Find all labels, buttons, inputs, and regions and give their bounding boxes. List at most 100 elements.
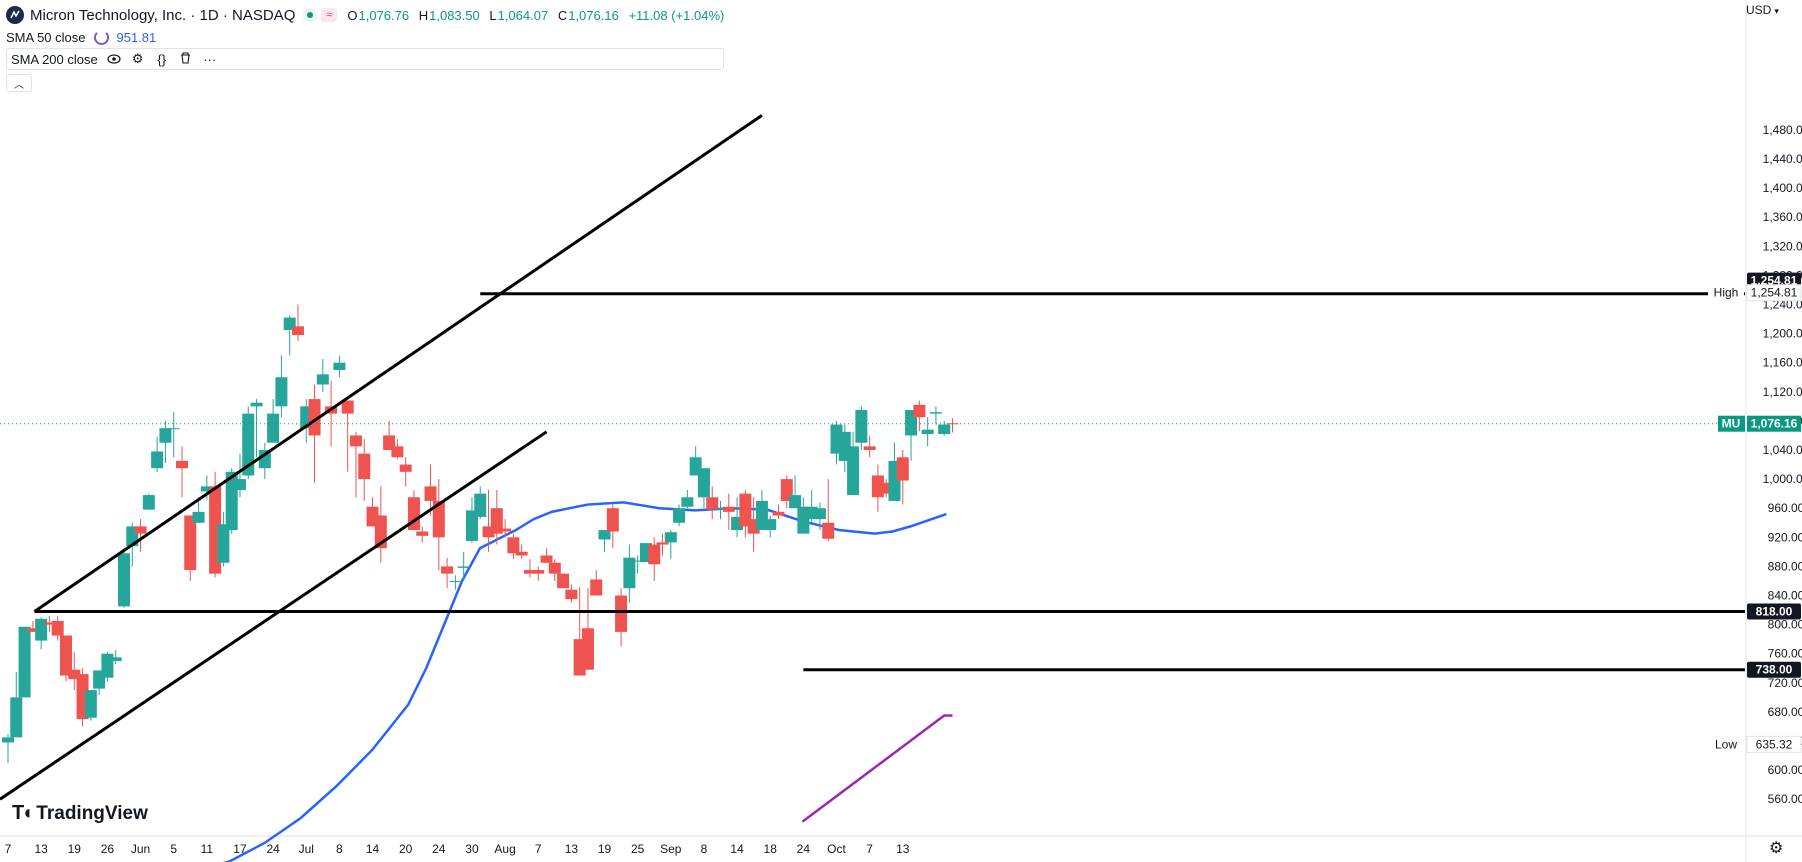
candle-body[interactable] xyxy=(739,493,752,527)
eye-icon[interactable] xyxy=(106,52,122,67)
candle-body[interactable] xyxy=(68,669,81,680)
candle-body[interactable] xyxy=(308,399,321,436)
candle-body[interactable] xyxy=(523,570,536,574)
candle-body[interactable] xyxy=(490,508,503,534)
candle-body[interactable] xyxy=(59,635,72,676)
candle-body[interactable] xyxy=(863,446,876,450)
candle-body[interactable] xyxy=(43,622,56,625)
candle-body[interactable] xyxy=(117,553,130,607)
candle-body[interactable] xyxy=(855,409,868,443)
more-icon[interactable]: ··· xyxy=(203,51,217,67)
candle-body[interactable] xyxy=(813,508,826,520)
candle-body[interactable] xyxy=(432,500,445,538)
candle-body[interactable] xyxy=(258,450,271,469)
candle-body[interactable] xyxy=(291,326,304,336)
candle-body[interactable] xyxy=(697,468,710,498)
candle-body[interactable] xyxy=(789,495,802,509)
candle-body[interactable] xyxy=(565,589,578,600)
candle-body[interactable] xyxy=(557,573,570,589)
candle-body[interactable] xyxy=(441,566,454,574)
sma200-label[interactable]: SMA 200 close xyxy=(11,51,98,67)
candle-body[interactable] xyxy=(10,697,23,738)
candle-body[interactable] xyxy=(275,377,288,407)
candle-body[interactable] xyxy=(200,486,213,492)
candle-body[interactable] xyxy=(2,737,14,743)
candle-body[interactable] xyxy=(159,428,172,443)
currency-selector[interactable]: USD xyxy=(1746,3,1779,17)
candle-body[interactable] xyxy=(18,626,31,698)
candle-body[interactable] xyxy=(499,528,512,532)
candle-body[interactable] xyxy=(623,557,636,589)
tradingview-logo[interactable]: T◖ TradingView xyxy=(12,802,148,825)
candle-body[interactable] xyxy=(590,579,603,596)
candle-body[interactable] xyxy=(772,511,785,516)
candle-body[interactable] xyxy=(581,628,594,670)
candle-body[interactable] xyxy=(938,424,951,434)
channel-lower-line[interactable] xyxy=(0,430,548,801)
gear-icon[interactable]: ⚙ xyxy=(131,51,144,66)
candle-body[interactable] xyxy=(664,532,677,543)
candle-body[interactable] xyxy=(764,519,777,531)
candle-body[interactable] xyxy=(134,526,147,534)
candle-body[interactable] xyxy=(35,618,48,641)
candle-body[interactable] xyxy=(341,400,354,414)
candle-body[interactable] xyxy=(424,486,437,501)
candle-body[interactable] xyxy=(482,526,495,538)
candle-body[interactable] xyxy=(233,479,246,491)
candle-body[interactable] xyxy=(391,446,404,458)
candle-body[interactable] xyxy=(349,435,362,447)
candle-body[interactable] xyxy=(242,413,255,476)
candle-body[interactable] xyxy=(457,566,470,568)
candle-body[interactable] xyxy=(267,413,280,443)
candle-body[interactable] xyxy=(333,362,346,370)
trash-icon[interactable] xyxy=(178,51,194,67)
candle-body[interactable] xyxy=(648,544,661,565)
candle-body[interactable] xyxy=(921,429,934,434)
candle-body[interactable] xyxy=(606,508,619,532)
candle-body[interactable] xyxy=(101,653,114,678)
collapse-legend-button[interactable]: ︿ xyxy=(6,74,32,92)
candle-body[interactable] xyxy=(474,493,487,517)
candle-body[interactable] xyxy=(399,464,412,472)
indicator-sma200[interactable]: SMA 200 close ⚙ {} ··· xyxy=(6,48,725,70)
candle-body[interactable] xyxy=(673,508,686,523)
time-axis[interactable] xyxy=(0,836,1802,862)
candle-body[interactable] xyxy=(913,404,926,418)
candle-body[interactable] xyxy=(880,482,893,494)
candle-body[interactable] xyxy=(192,511,205,523)
candle-body[interactable] xyxy=(26,628,39,632)
candle-body[interactable] xyxy=(250,402,263,407)
market-open-icon[interactable] xyxy=(303,8,318,22)
candle-body[interactable] xyxy=(465,510,478,541)
candle-body[interactable] xyxy=(598,530,611,540)
candle-body[interactable] xyxy=(656,542,669,545)
candle-body[interactable] xyxy=(358,453,371,480)
candle-body[interactable] xyxy=(142,495,155,510)
candle-body[interactable] xyxy=(631,560,644,562)
candle-body[interactable] xyxy=(706,497,719,510)
candle-body[interactable] xyxy=(548,562,561,574)
candle-body[interactable] xyxy=(722,506,735,512)
candle-body[interactable] xyxy=(167,428,180,430)
candle-body[interactable] xyxy=(714,508,727,510)
candle-body[interactable] xyxy=(175,460,188,469)
symbol-title[interactable]: Micron Technology, Inc. · 1D · NASDAQ xyxy=(30,6,296,24)
candle-body[interactable] xyxy=(316,374,329,385)
candle-body[interactable] xyxy=(51,620,64,636)
wave-icon[interactable]: ≈ xyxy=(321,8,338,22)
candle-body[interactable] xyxy=(184,515,197,571)
channel-upper-line[interactable] xyxy=(33,114,763,613)
candle-body[interactable] xyxy=(929,412,942,414)
candle-body[interactable] xyxy=(416,531,429,536)
candle-body[interactable] xyxy=(615,595,628,632)
candle-body[interactable] xyxy=(217,524,230,563)
candle-body[interactable] xyxy=(507,537,520,554)
candle-body[interactable] xyxy=(84,690,97,718)
candle-body[interactable] xyxy=(532,570,545,574)
candle-body[interactable] xyxy=(847,446,860,496)
settings-icon[interactable]: ⚙ xyxy=(1769,840,1784,857)
candle-body[interactable] xyxy=(681,497,694,507)
candle-body[interactable] xyxy=(540,555,553,563)
